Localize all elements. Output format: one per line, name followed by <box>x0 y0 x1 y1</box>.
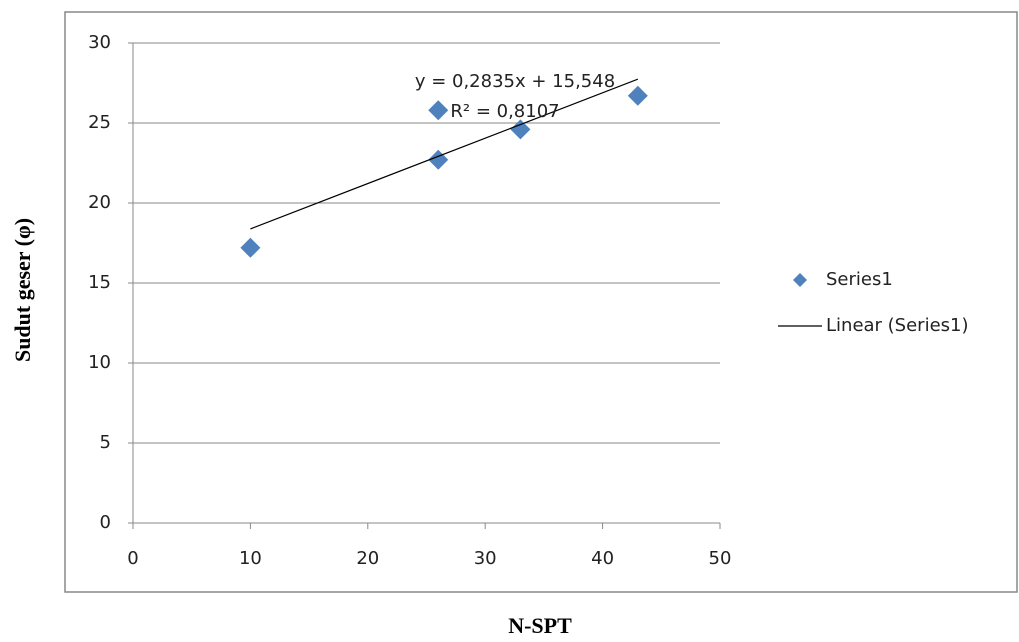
y-tick-label: 25 <box>88 112 111 133</box>
x-tick-label: 50 <box>709 548 732 569</box>
y-axis-title: Sudut geser (φ) <box>10 218 35 362</box>
x-tick-label: 40 <box>591 548 614 569</box>
y-tick-label: 30 <box>88 32 111 53</box>
data-point <box>510 119 531 140</box>
legend-marker <box>793 273 807 287</box>
y-tick-label: 5 <box>100 432 111 453</box>
data-point <box>240 237 261 258</box>
legend-label: Linear (Series1) <box>826 315 969 336</box>
data-point <box>627 85 648 106</box>
legend-label: Series1 <box>826 269 893 290</box>
annotation: y = 0,2835x + 15,548 <box>415 71 615 92</box>
x-tick-label: 20 <box>356 548 379 569</box>
x-tick-label: 10 <box>239 548 262 569</box>
x-tick-label: 0 <box>127 548 138 569</box>
data-point <box>428 100 449 121</box>
y-tick-label: 10 <box>88 352 111 373</box>
x-axis-title: N-SPT <box>508 613 572 638</box>
y-tick-label: 20 <box>88 192 111 213</box>
y-tick-label: 0 <box>100 512 111 533</box>
y-tick-label: 15 <box>88 272 111 293</box>
trendline <box>250 78 639 230</box>
x-tick-label: 30 <box>474 548 497 569</box>
chart-frame <box>64 11 1018 593</box>
annotation: R² = 0,8107 <box>450 101 559 122</box>
